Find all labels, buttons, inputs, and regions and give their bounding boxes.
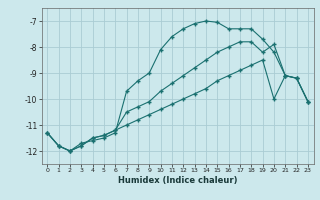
X-axis label: Humidex (Indice chaleur): Humidex (Indice chaleur) <box>118 176 237 185</box>
